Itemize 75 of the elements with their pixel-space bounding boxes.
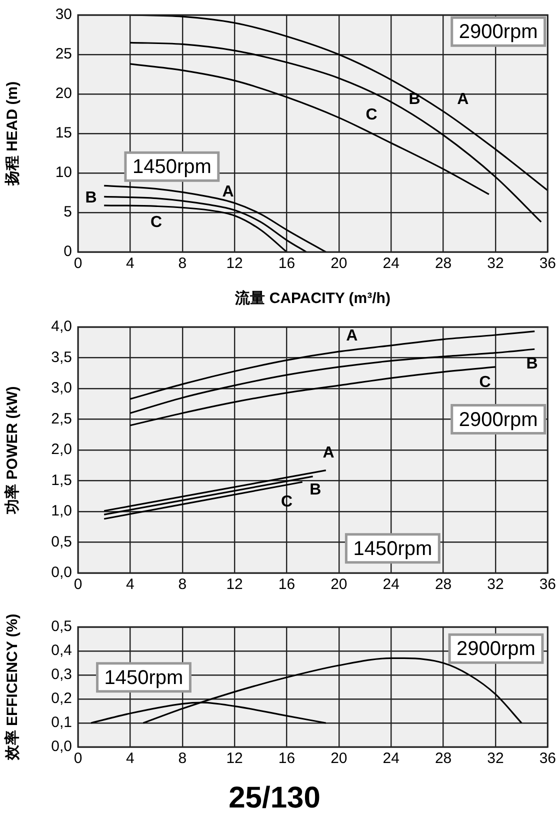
x-tick-label: 24	[382, 750, 400, 768]
x-tick-label: 4	[126, 750, 134, 768]
y-tick-label: 0,1	[51, 714, 72, 732]
y-tick-label: 25	[55, 46, 72, 63]
series-label: A	[457, 90, 470, 108]
x-tick-label: 4	[126, 576, 134, 594]
x-tick-label: 28	[434, 750, 452, 768]
x-tick-label: 24	[382, 255, 400, 272]
x-tick-label: 8	[178, 576, 187, 594]
y-tick-label: 2,5	[51, 410, 72, 428]
series-label: B	[526, 355, 538, 372]
y-axis-title: 效率 EFFICENCY (%)	[3, 614, 22, 762]
x-tick-label: 16	[278, 255, 296, 272]
x-tick-label: 20	[330, 750, 348, 768]
line-series	[129, 348, 536, 414]
text: 25/130	[228, 781, 320, 814]
y-tick-label: 0,0	[51, 564, 72, 582]
y-tick-label: 5	[64, 204, 72, 221]
y-tick-label: 0,5	[51, 533, 72, 550]
annotation: 2900rpm	[458, 408, 538, 431]
series-label: A	[222, 183, 234, 200]
y-tick-label: 3,0	[51, 380, 72, 397]
line-series	[129, 330, 536, 400]
x-tick-label: 12	[226, 576, 243, 594]
line-series	[103, 196, 308, 252]
y-tick-label: 20	[55, 85, 72, 102]
annotation: 1450rpm	[132, 156, 212, 178]
annotation: 2900rpm	[456, 638, 536, 660]
x-tick-label: 16	[278, 750, 296, 768]
y-tick-label: 1,5	[51, 472, 72, 489]
line-series	[129, 63, 490, 196]
series-label: B	[85, 190, 97, 207]
y-tick-label: 30	[55, 6, 72, 24]
line-series	[103, 184, 327, 252]
x-axis-title: 流量 CAPACITY (m³/h)	[234, 289, 390, 308]
y-tick-label: 1,0	[51, 502, 72, 520]
series-label: C	[479, 374, 492, 391]
y-tick-label: 0,3	[51, 666, 72, 684]
x-tick-label: 36	[539, 750, 556, 768]
x-tick-label: 32	[487, 750, 504, 768]
y-tick-label: 0,4	[51, 642, 72, 660]
y-tick-label: 2,0	[51, 441, 72, 458]
series-label: C	[150, 214, 162, 232]
y-tick-label: 0	[64, 243, 72, 260]
x-tick-label: 32	[487, 576, 504, 594]
y-axis-title: 扬程 HEAD (m)	[4, 81, 22, 187]
series-label: B	[310, 481, 322, 498]
annotation: 2900rpm	[458, 21, 538, 44]
x-tick-label: 8	[178, 255, 187, 272]
x-tick-label: 28	[434, 576, 452, 594]
x-tick-label: 8	[178, 750, 187, 768]
series-label: A	[346, 328, 358, 345]
y-tick-label: 10	[55, 164, 72, 182]
y-tick-label: 3,5	[51, 348, 72, 366]
y-tick-label: 15	[55, 124, 72, 142]
x-tick-label: 20	[330, 255, 348, 272]
series-label: C	[366, 106, 378, 124]
annotation: 1450rpm	[104, 666, 184, 689]
x-tick-label: 12	[226, 255, 243, 272]
y-tick-label: 4,0	[51, 318, 72, 336]
x-tick-label: 12	[226, 750, 243, 768]
line-series	[103, 204, 288, 252]
x-tick-label: 4	[126, 255, 134, 272]
y-tick-label: 0,0	[51, 738, 72, 756]
x-tick-label: 24	[382, 576, 400, 594]
y-tick-label: 0,5	[51, 618, 72, 636]
x-tick-label: 20	[330, 576, 348, 594]
y-axis-title: 功率 POWER (kW)	[3, 386, 22, 515]
x-tick-label: 16	[278, 576, 296, 594]
y-tick-label: 0,2	[51, 690, 72, 708]
x-tick-label: 28	[434, 255, 452, 272]
annotation: 1450rpm	[353, 538, 432, 560]
x-tick-label: 36	[539, 255, 556, 272]
x-tick-label: 36	[539, 576, 556, 594]
x-tick-label: 32	[487, 255, 504, 272]
